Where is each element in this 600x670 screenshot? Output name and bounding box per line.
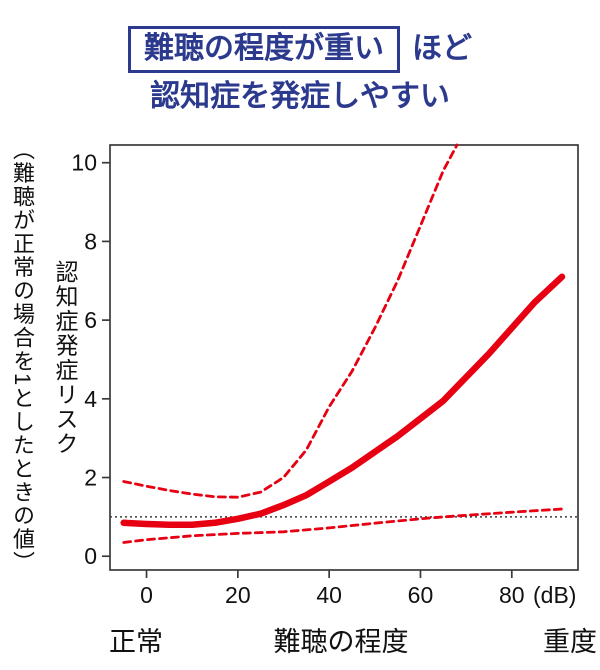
x-tick-label: 60 (408, 582, 434, 608)
risk-estimate-line (120, 273, 566, 528)
x-tick-label: 40 (316, 582, 342, 608)
y-tick-label: 2 (84, 465, 97, 491)
x-axis-title: 難聴の程度 (273, 627, 409, 657)
y-axis-label: 認知症発症リスク (52, 260, 78, 456)
lower-confidence-line (122, 507, 564, 544)
title-line1: 難聴の程度が重い ほど (0, 26, 600, 73)
y-axis-note-label: （難聴が正常の場合を1としたときの値） (10, 138, 35, 575)
y-tick-label: 8 (84, 228, 97, 254)
upper-confidence-line (122, 143, 459, 499)
title-block: 難聴の程度が重い ほど 認知症を発症しやすい (0, 26, 600, 114)
y-tick-label: 10 (71, 150, 97, 176)
x-axis-right-category: 重度 (543, 627, 597, 657)
plot-border (109, 144, 579, 571)
y-tick-label: 6 (84, 307, 97, 333)
title-suffix: ほど (412, 32, 472, 65)
y-tick-label: 4 (84, 386, 97, 412)
x-tick-label: 0 (140, 582, 153, 608)
title-line2: 認知症を発症しやすい (150, 79, 450, 113)
x-tick-label: 80 (499, 582, 525, 608)
y-tick-label: 0 (84, 543, 97, 569)
x-axis-left-category: 正常 (109, 627, 163, 657)
x-unit-label: (dB) (533, 582, 576, 608)
x-tick-label: 20 (225, 582, 251, 608)
title-boxed-phrase: 難聴の程度が重い (128, 26, 400, 73)
